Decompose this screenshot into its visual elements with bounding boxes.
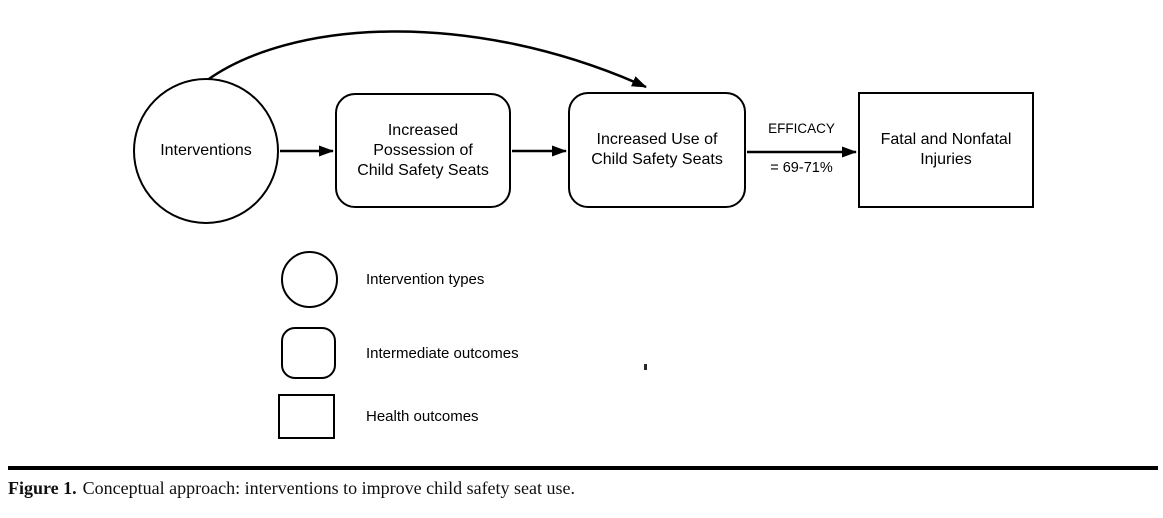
- node-increased-use: Increased Use of Child Safety Seats: [568, 92, 746, 208]
- legend-circle-shape: [281, 251, 338, 308]
- node-fatal-nonfatal-injuries-label: Fatal and Nonfatal Injuries: [880, 131, 1012, 168]
- caption-rule: [8, 466, 1158, 470]
- node-interventions: Interventions: [133, 78, 279, 224]
- legend-label-intervention-types: Intervention types: [366, 271, 485, 288]
- scan-artifact-speck: [644, 364, 647, 370]
- legend-label-intermediate-outcomes: Intermediate outcomes: [366, 345, 519, 362]
- node-increased-possession: Increased Possession of Child Safety Sea…: [335, 93, 511, 208]
- arrow-interventions-to-use-curved: [205, 30, 647, 89]
- node-fatal-nonfatal-injuries: Fatal and Nonfatal Injuries: [858, 92, 1034, 208]
- efficacy-label: EFFICACY: [768, 121, 835, 136]
- node-interventions-label: Interventions: [160, 142, 252, 159]
- caption-prefix: Figure 1.: [8, 478, 77, 498]
- legend-label-health-outcomes: Health outcomes: [366, 408, 479, 425]
- figure-caption: Figure 1. Conceptual approach: interventi…: [8, 478, 1158, 499]
- legend-rounded-rect-shape: [281, 327, 336, 379]
- efficacy-value: = 69-71%: [770, 160, 833, 176]
- node-increased-use-label: Increased Use of Child Safety Seats: [591, 131, 723, 168]
- node-increased-possession-label: Increased Possession of Child Safety Sea…: [357, 121, 489, 179]
- caption-text: Conceptual approach: interventions to im…: [82, 478, 576, 498]
- legend-rect-shape: [278, 394, 335, 439]
